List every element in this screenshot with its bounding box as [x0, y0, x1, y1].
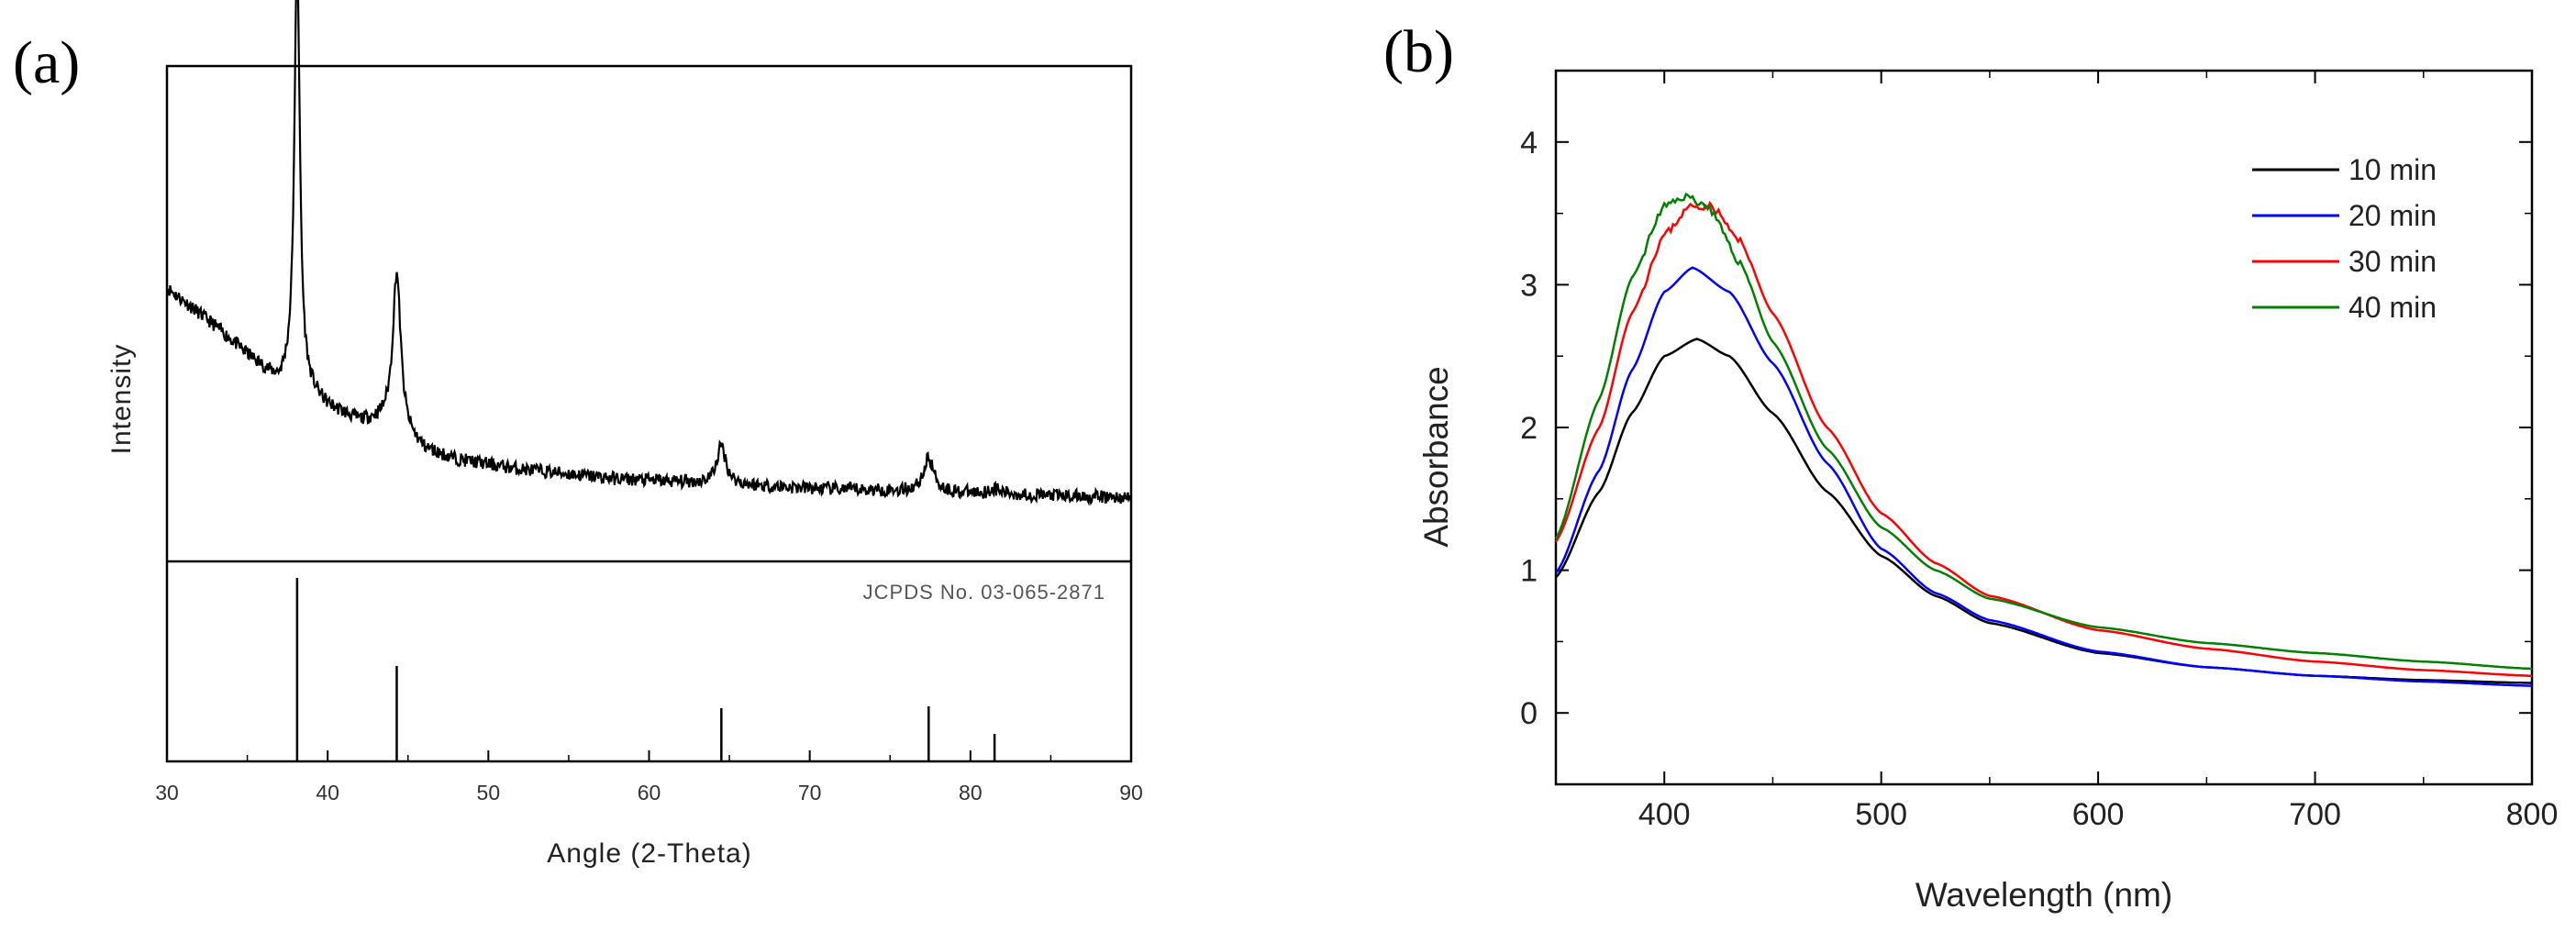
- panel-a-x-tick-label: 80: [959, 781, 983, 804]
- panel-b-ticks: 400 500 600 700 800 0 1 2 3 4: [1520, 70, 2559, 832]
- panel-a-x-ticks: 30 40 50 60 70 80 90: [155, 750, 1143, 804]
- series-line-20-min: [1555, 266, 2532, 687]
- panel-b-y-tick-label: 0: [1520, 696, 1538, 731]
- series-line-40-min: [1554, 192, 2533, 671]
- panel-a-x-axis-title: Angle (2-Theta): [547, 838, 751, 869]
- legend-entry-label: 40 min: [2348, 291, 2437, 324]
- panel-b-label: (b): [1383, 18, 1454, 85]
- panel-a-x-tick-label: 70: [798, 781, 822, 804]
- reference-sticks: [295, 578, 996, 761]
- legend-entry-label: 20 min: [2348, 199, 2437, 232]
- panel-a-label: (a): [13, 29, 80, 96]
- reference-label: JCPDS No. 03-065-2871: [863, 581, 1105, 604]
- panel-b-x-tick-label: 600: [2072, 797, 2125, 832]
- panel-a-y-axis-title: Intensity: [106, 344, 137, 455]
- panel-b-x-tick-label: 400: [1638, 797, 1691, 832]
- panel-b-x-tick-label: 700: [2289, 797, 2341, 832]
- panel-b-y-tick-label: 2: [1520, 411, 1538, 446]
- legend-entry-label: 10 min: [2348, 153, 2437, 186]
- panel-a-x-tick-label: 60: [638, 781, 661, 804]
- panel-b-y-tick-label: 3: [1520, 268, 1538, 303]
- panel-b-x-tick-label: 500: [1855, 797, 1907, 832]
- series-line-10-min: [1555, 338, 2532, 684]
- panel-a-xrd: (a) 30 40 50 60 70 80 90 JCPDS No. 03-065-2871…: [13, 0, 1143, 869]
- panel-a-x-tick-label: 50: [477, 781, 501, 804]
- legend: 10 min 20 min 30 min 40 min: [2252, 153, 2437, 324]
- panel-b-x-axis-title: Wavelength (nm): [1915, 876, 2172, 914]
- legend-entry-label: 30 min: [2348, 245, 2437, 278]
- panel-a-frame: [165, 64, 1133, 763]
- panel-a-x-tick-label: 30: [155, 781, 179, 804]
- panel-b-series: [1554, 192, 2533, 687]
- panel-b-y-tick-label: 1: [1520, 554, 1538, 589]
- panel-b-y-tick-label: 4: [1520, 126, 1538, 161]
- panel-b-absorbance: (b) 400 500 600 700 800 0 1 2 3 4 10 min 20 min 30 …: [1383, 18, 2558, 914]
- panel-b-x-tick-label: 800: [2506, 797, 2559, 832]
- panel-a-x-tick-label: 90: [1119, 781, 1143, 804]
- panel-b-y-axis-title: Absorbance: [1417, 366, 1455, 547]
- xrd-pattern-line: [165, 0, 1133, 506]
- panel-a-x-tick-label: 40: [316, 781, 339, 804]
